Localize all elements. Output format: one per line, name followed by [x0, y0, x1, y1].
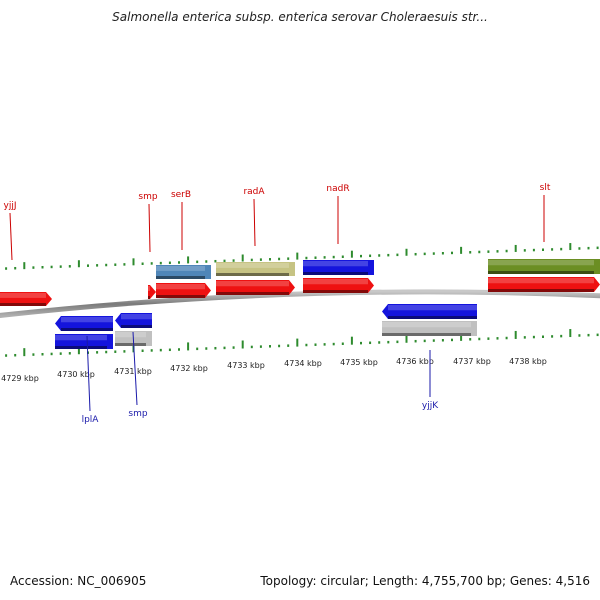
cds-nadR-upper — [303, 260, 374, 275]
scale-label: 4738 kbp — [509, 357, 547, 366]
gene-leader-line — [253, 198, 256, 247]
cds-smp-fragment — [148, 285, 156, 299]
topology-summary: Topology: circular; Length: 4,755,700 bp… — [260, 574, 590, 588]
cds-nadR-upper-shadow — [303, 272, 368, 275]
scale-label: 4737 kbp — [453, 357, 491, 366]
cds-lplA-lower-shadow — [55, 346, 107, 349]
scale-label: 4729 kbp — [1, 374, 39, 383]
cds-nadR-shadow — [303, 290, 368, 293]
cds-radA-highlight — [216, 281, 289, 287]
cds-yjjJ-shadow — [0, 303, 46, 306]
scale-label: 4736 kbp — [396, 357, 434, 366]
cds-nadR-upper-highlight — [303, 261, 368, 267]
cds-smp-fragment-highlight — [148, 286, 150, 291]
lower-tick-track — [5, 329, 599, 357]
scale-label: 4732 kbp — [170, 364, 208, 373]
cds-yjjK-shadow — [388, 316, 477, 319]
cds-smp-reverse — [115, 313, 152, 328]
cds-smp-reverse-lower-highlight — [115, 332, 146, 338]
gene-labels: yjjJ smp serB radA nadR slt lplA smp yjjK — [4, 183, 551, 425]
feature-track — [0, 259, 600, 349]
cds-slt-upper — [488, 259, 600, 274]
gene-leader-line — [132, 331, 138, 406]
gene-label-yjjK: yjjK — [422, 401, 439, 411]
scale-label: 4731 kbp — [114, 367, 152, 376]
cds-slt — [488, 277, 600, 292]
cds-lplA-lower-highlight — [55, 335, 107, 341]
accession-text: Accession: NC_006905 — [10, 574, 147, 588]
cds-yjjK-highlight — [388, 305, 477, 311]
cds-slt-upper-shadow — [488, 271, 594, 274]
cds-yjjK — [382, 304, 477, 319]
cds-serB — [156, 283, 211, 298]
cds-slt-shadow — [488, 289, 594, 292]
gene-leader-line — [9, 212, 13, 261]
scale-label: 4734 kbp — [284, 359, 322, 368]
cds-lplA-lower — [55, 334, 113, 349]
cds-smp — [156, 265, 211, 279]
gene-label-serB: serB — [171, 190, 191, 200]
cds-smp-reverse-shadow — [121, 325, 152, 328]
cds-radA — [216, 280, 295, 295]
cds-serB-highlight — [156, 284, 205, 290]
cds-yjjK-lower-highlight — [382, 322, 471, 328]
scale-labels: 4729 kbp 4730 kbp 4731 kbp 4732 kbp 4733 kbp… — [1, 357, 547, 383]
cds-lplA — [55, 316, 113, 331]
cds-yjjK-lower-shadow — [382, 333, 471, 336]
gene-label-nadR: nadR — [326, 184, 349, 194]
cds-slt-highlight — [488, 278, 594, 284]
cds-radA-upper — [216, 262, 295, 276]
cds-lplA-shadow — [61, 328, 113, 331]
scale-label: 4733 kbp — [227, 361, 265, 370]
scale-label: 4730 kbp — [57, 370, 95, 379]
cds-radA-shadow — [216, 292, 289, 295]
cds-smp-fragment-shadow — [148, 296, 150, 299]
gene-label-radA: radA — [243, 187, 265, 197]
gene-label-lplA: lplA — [82, 415, 100, 425]
gene-leader-line — [148, 203, 151, 253]
cds-nadR-highlight — [303, 279, 368, 285]
cds-radA-upper-highlight — [216, 263, 289, 268]
cds-nadR — [303, 278, 374, 293]
cds-yjjK-lower — [382, 321, 477, 336]
genome-title: Salmonella enterica subsp. enterica sero… — [112, 10, 488, 24]
cds-lplA-highlight — [61, 317, 113, 323]
cds-yjjJ — [0, 292, 52, 306]
gene-label-smp: smp — [138, 192, 157, 202]
gene-label-smp: smp — [128, 409, 147, 419]
gene-leader-line — [86, 335, 91, 412]
gene-label-yjjJ: yjjJ — [4, 201, 17, 211]
gene-label-slt: slt — [540, 183, 551, 193]
cds-smp-highlight — [156, 266, 205, 271]
upper-tick-track — [5, 243, 599, 270]
scale-label: 4735 kbp — [340, 358, 378, 367]
cds-slt-upper-highlight — [488, 260, 594, 266]
cds-yjjJ-highlight — [0, 293, 46, 298]
cds-smp-reverse-highlight — [121, 314, 152, 320]
cds-smp-reverse-lower-shadow — [115, 343, 146, 346]
cds-serB-shadow — [156, 295, 205, 298]
cds-smp-shadow — [156, 276, 205, 279]
cds-radA-upper-shadow — [216, 273, 289, 276]
genome-backbone — [0, 289, 600, 318]
